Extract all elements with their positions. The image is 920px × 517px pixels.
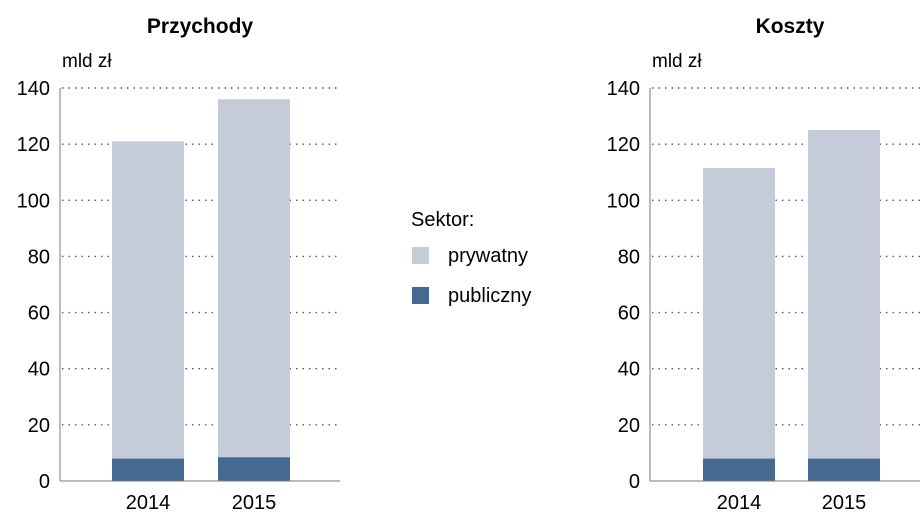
y-tick-label: 40 [618, 359, 640, 381]
y-tick-label: 140 [17, 78, 50, 100]
bar-segment-publiczny-2014 [703, 458, 775, 481]
y-axis-unit-label: mld zł [652, 51, 702, 72]
x-category-label: 2015 [232, 492, 277, 512]
y-tick-label: 0 [39, 471, 50, 493]
y-tick-label: 0 [629, 471, 640, 493]
y-tick-label: 80 [618, 246, 640, 268]
y-tick-label: 120 [607, 134, 640, 156]
bar-segment-prywatny-2014 [703, 168, 775, 459]
chart-title: Przychody [147, 15, 254, 38]
x-category-label: 2014 [717, 492, 762, 512]
legend-swatch-prywatny [412, 247, 429, 264]
y-tick-label: 140 [607, 78, 640, 100]
bar-segment-publiczny-2015 [218, 457, 290, 481]
y-tick-label: 80 [28, 246, 50, 268]
legend-label-prywatny: prywatny [448, 245, 528, 267]
x-category-label: 2014 [126, 492, 171, 512]
x-category-label: 2015 [822, 492, 867, 512]
y-tick-label: 100 [607, 190, 640, 212]
y-tick-label: 120 [17, 134, 50, 156]
legend-title: Sektor: [411, 209, 474, 231]
y-tick-label: 60 [618, 303, 640, 325]
bar-segment-publiczny-2015 [808, 458, 880, 481]
chart-title: Koszty [756, 15, 825, 38]
y-tick-label: 60 [28, 303, 50, 325]
bar-segment-prywatny-2015 [218, 99, 290, 458]
y-tick-label: 20 [28, 415, 50, 437]
bar-segment-prywatny-2014 [112, 141, 184, 459]
y-tick-label: 20 [618, 415, 640, 437]
y-tick-label: 40 [28, 359, 50, 381]
legend-swatch-publiczny [412, 287, 429, 304]
bar-segment-publiczny-2014 [112, 458, 184, 481]
y-tick-label: 100 [17, 190, 50, 212]
legend-label-publiczny: publiczny [448, 285, 531, 307]
y-axis-unit-label: mld zł [62, 51, 112, 72]
bar-segment-prywatny-2015 [808, 130, 880, 459]
